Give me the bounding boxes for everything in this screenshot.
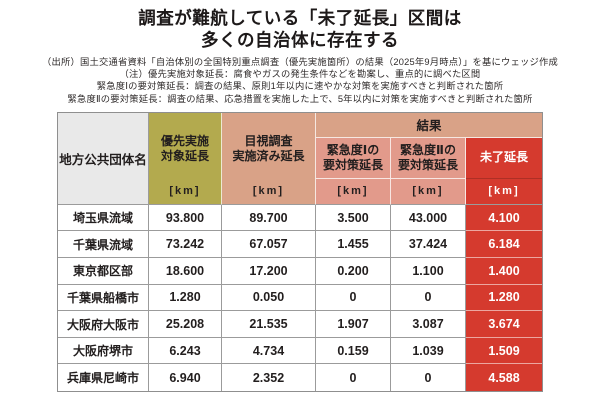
table-row: 千葉県流域 73.242 67.057 1.455 37.424 6.184 bbox=[58, 231, 543, 259]
org-cell: 千葉県船橋市 bbox=[58, 284, 149, 312]
value-cell: 3.500 bbox=[316, 204, 391, 232]
urgency1-header-line1: 緊急度Ⅰの bbox=[326, 142, 380, 157]
title-line-1: 調査が難航している「未了延長」区間は bbox=[138, 8, 462, 28]
title-line-2: 多くの自治体に存在する bbox=[201, 30, 399, 51]
value-cell: 89.700 bbox=[222, 204, 316, 232]
unfinished-value-cell: 4.588 bbox=[466, 364, 543, 391]
value-cell: 1.039 bbox=[391, 337, 466, 365]
note-definition-priority: （注）優先実施対象延長：腐食やガスの発生条件などを勘案し、重点的に調べた区間 bbox=[119, 69, 481, 80]
value-cell: 2.352 bbox=[222, 364, 316, 391]
value-cell: 6.940 bbox=[149, 364, 222, 391]
urgency2-header-line2: 要対策延長 bbox=[397, 157, 458, 172]
visual-header-cell: 目視調査 実施済み延長 [km] bbox=[222, 112, 316, 205]
unfinished-value-cell: 6.184 bbox=[466, 231, 543, 259]
result-group-header: 結果 bbox=[316, 112, 543, 138]
org-cell: 千葉県流域 bbox=[58, 231, 149, 259]
priority-unit-label: [km] bbox=[169, 185, 201, 198]
visual-header-line1: 目視調査 bbox=[244, 134, 293, 149]
org-cell: 東京都区部 bbox=[58, 258, 149, 285]
value-cell: 0 bbox=[391, 284, 466, 312]
value-cell: 1.280 bbox=[149, 284, 222, 312]
note-source: （出所）国土交通省資料「自治体別の全国特別重点調査（優先実施箇所）の結果（202… bbox=[41, 56, 559, 67]
urgency1-header-cell: 緊急度Ⅰの 要対策延長 bbox=[316, 137, 391, 179]
table-row: 千葉県船橋市 1.280 0.050 0 0 1.280 bbox=[58, 284, 543, 312]
org-cell: 大阪府大阪市 bbox=[58, 311, 149, 338]
value-cell: 37.424 bbox=[391, 231, 466, 259]
value-cell: 1.100 bbox=[391, 258, 466, 285]
value-cell: 0 bbox=[391, 364, 466, 391]
value-cell: 0 bbox=[316, 284, 391, 312]
value-cell: 93.800 bbox=[149, 204, 222, 232]
value-cell: 0.200 bbox=[316, 258, 391, 285]
value-cell: 73.242 bbox=[149, 231, 222, 259]
value-cell: 3.087 bbox=[391, 311, 466, 338]
value-cell: 0 bbox=[316, 364, 391, 391]
unfinished-value-cell: 4.100 bbox=[466, 204, 543, 232]
urgency1-header-line2: 要対策延長 bbox=[322, 157, 383, 172]
priority-header-line2: 対象延長 bbox=[160, 149, 209, 164]
table-row: 埼玉県流域 93.800 89.700 3.500 43.000 4.100 bbox=[58, 204, 543, 232]
priority-header-line1: 優先実施 bbox=[160, 134, 209, 149]
note-definition-urgency1: 緊急度Ⅰの要対策延長：調査の結果、原則1年以内に速やかな対策を実施すべきと判断さ… bbox=[96, 81, 504, 92]
table-row: 大阪府堺市 6.243 4.734 0.159 1.039 1.509 bbox=[58, 337, 543, 365]
value-cell: 0.159 bbox=[316, 337, 391, 365]
urgency2-unit-cell: [km] bbox=[391, 178, 466, 205]
urgency2-header-cell: 緊急度Ⅱの 要対策延長 bbox=[391, 137, 466, 179]
value-cell: 1.455 bbox=[316, 231, 391, 259]
org-cell: 埼玉県流域 bbox=[58, 204, 149, 232]
unfinished-value-cell: 3.674 bbox=[466, 311, 543, 338]
value-cell: 18.600 bbox=[149, 258, 222, 285]
value-cell: 43.000 bbox=[391, 204, 466, 232]
urgency1-unit-cell: [km] bbox=[316, 178, 391, 205]
value-cell: 21.535 bbox=[222, 311, 316, 338]
visual-unit-label: [km] bbox=[252, 185, 285, 198]
unfinished-value-cell: 1.400 bbox=[466, 258, 543, 285]
source-notes: （出所）国土交通省資料「自治体別の全国特別重点調査（優先実施箇所）の結果（202… bbox=[0, 56, 600, 105]
table-row: 東京都区部 18.600 17.200 0.200 1.100 1.400 bbox=[58, 258, 543, 285]
org-cell: 兵庫県尼崎市 bbox=[58, 364, 149, 391]
value-cell: 17.200 bbox=[222, 258, 316, 285]
urgency2-header-line1: 緊急度Ⅱの bbox=[400, 142, 456, 157]
note-definition-urgency2: 緊急度Ⅱの要対策延長：調査の結果、応急措置を実施した上で、5年以内に対策を実施す… bbox=[67, 93, 533, 104]
value-cell: 0.050 bbox=[222, 284, 316, 312]
data-table: 地方公共団体名 優先実施 対象延長 [km] bbox=[57, 111, 543, 392]
value-cell: 25.208 bbox=[149, 311, 222, 338]
unfinished-unit-cell: [km] bbox=[466, 178, 543, 205]
table-row: 兵庫県尼崎市 6.940 2.352 0 0 4.588 bbox=[58, 364, 543, 391]
value-cell: 1.907 bbox=[316, 311, 391, 338]
value-cell: 67.057 bbox=[222, 231, 316, 259]
org-cell: 大阪府堺市 bbox=[58, 337, 149, 365]
unfinished-header-cell: 未了延長 bbox=[466, 137, 543, 179]
unfinished-value-cell: 1.509 bbox=[466, 337, 543, 365]
visual-header-line2: 実施済み延長 bbox=[232, 149, 305, 164]
page-title: 調査が難航している「未了延長」区間は 多くの自治体に存在する bbox=[0, 0, 600, 52]
table-row: 大阪府大阪市 25.208 21.535 1.907 3.087 3.674 bbox=[58, 311, 543, 338]
org-header-cell: 地方公共団体名 bbox=[58, 112, 149, 205]
unfinished-value-cell: 1.280 bbox=[466, 284, 543, 312]
value-cell: 6.243 bbox=[149, 337, 222, 365]
value-cell: 4.734 bbox=[222, 337, 316, 365]
priority-header-cell: 優先実施 対象延長 [km] bbox=[149, 112, 222, 205]
